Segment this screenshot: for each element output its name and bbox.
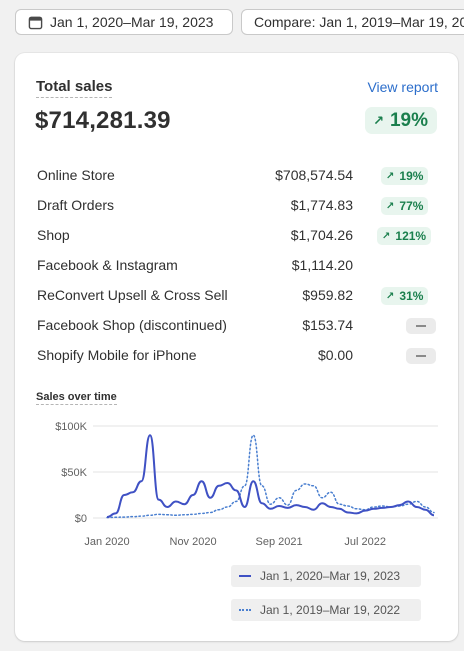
channel-value: $959.82 <box>302 287 353 303</box>
x-tick-label: Sep 2021 <box>256 536 303 548</box>
channel-breakdown-list: Online Store $708,574.54 ↗ 19% Draft Orde… <box>15 163 458 373</box>
list-item: Online Store $708,574.54 ↗ 19% <box>15 163 458 193</box>
compare-label: Compare: Jan 1, 2019–Mar 19, 2022 <box>254 14 464 30</box>
channel-value: $153.74 <box>302 317 353 333</box>
channel-name: Draft Orders <box>37 197 115 213</box>
legend-item-current[interactable]: Jan 1, 2020–Mar 19, 2023 <box>231 565 421 587</box>
list-item: Facebook & Instagram $1,114.20 <box>15 253 458 283</box>
arrow-up-right-icon: ↗ <box>373 112 384 128</box>
list-item: Shopify Mobile for iPhone $0.00 <box>15 343 458 373</box>
solid-line-icon <box>239 575 251 577</box>
view-report-link[interactable]: View report <box>367 79 438 95</box>
calendar-icon <box>28 16 43 29</box>
chart-title[interactable]: Sales over time <box>36 391 117 405</box>
channel-value: $708,574.54 <box>275 167 353 183</box>
channel-change: 31% <box>399 289 424 303</box>
channel-name: Shopify Mobile for iPhone <box>37 347 197 363</box>
legend-item-previous[interactable]: Jan 1, 2019–Mar 19, 2022 <box>231 599 421 621</box>
arrow-up-right-icon: ↗ <box>386 200 395 212</box>
y-tick-label: $50K <box>61 467 87 479</box>
channel-name: Facebook & Instagram <box>37 257 178 273</box>
arrow-up-right-icon: ↗ <box>386 170 395 182</box>
channel-change: 19% <box>399 169 424 183</box>
channel-name: Facebook Shop (discontinued) <box>37 317 227 333</box>
y-tick-label: $0 <box>75 513 87 525</box>
channel-change: 77% <box>399 199 424 213</box>
channel-name: Online Store <box>37 167 115 183</box>
channel-value: $1,704.26 <box>290 227 353 243</box>
channel-change-badge: ↗ 31% <box>381 287 429 305</box>
card-title[interactable]: Total sales <box>36 78 113 98</box>
arrow-up-right-icon: ↗ <box>382 230 391 242</box>
no-change-badge <box>406 318 436 334</box>
legend-label: Jan 1, 2020–Mar 19, 2023 <box>260 569 401 583</box>
series-line-current <box>106 434 435 519</box>
date-range-button[interactable]: Jan 1, 2020–Mar 19, 2023 <box>15 9 233 35</box>
x-tick-label: Nov 2020 <box>170 536 217 548</box>
list-item: ReConvert Upsell & Cross Sell $959.82 ↗ 3… <box>15 283 458 313</box>
legend-label: Jan 1, 2019–Mar 19, 2022 <box>260 603 401 617</box>
channel-value: $0.00 <box>317 347 353 363</box>
total-sales-card: Total sales View report $714,281.39 ↗ 19… <box>15 53 458 641</box>
arrow-up-right-icon: ↗ <box>386 290 395 302</box>
total-sales-value: $714,281.39 <box>35 107 171 134</box>
channel-change: 121% <box>395 229 427 243</box>
dotted-line-icon <box>239 609 251 611</box>
list-item: Shop $1,704.26 ↗ 121% <box>15 223 458 253</box>
channel-change-badge: ↗ 77% <box>381 197 429 215</box>
series-line-previous <box>106 434 435 519</box>
channel-change-badge: ↗ 19% <box>381 167 429 185</box>
channel-value: $1,114.20 <box>291 257 353 273</box>
date-range-label: Jan 1, 2020–Mar 19, 2023 <box>50 14 214 30</box>
channel-change-badge: ↗ 121% <box>377 227 432 245</box>
no-change-badge <box>406 348 436 364</box>
sales-over-time-chart: $100K $50K $0 Jan 2020 Nov 2020 Sep 2021 Jul 2… <box>55 421 438 548</box>
total-change-value: 19% <box>389 109 428 131</box>
compare-button[interactable]: Compare: Jan 1, 2019–Mar 19, 2022 <box>241 9 464 35</box>
channel-value: $1,774.83 <box>290 197 353 213</box>
list-item: Draft Orders $1,774.83 ↗ 77% <box>15 193 458 223</box>
channel-name: Shop <box>37 227 70 243</box>
y-tick-label: $100K <box>55 421 87 433</box>
total-change-badge: ↗ 19% <box>365 107 437 134</box>
x-tick-label: Jul 2022 <box>344 536 386 548</box>
x-tick-label: Jan 2020 <box>84 536 129 548</box>
list-item: Facebook Shop (discontinued) $153.74 <box>15 313 458 343</box>
channel-name: ReConvert Upsell & Cross Sell <box>37 287 228 303</box>
